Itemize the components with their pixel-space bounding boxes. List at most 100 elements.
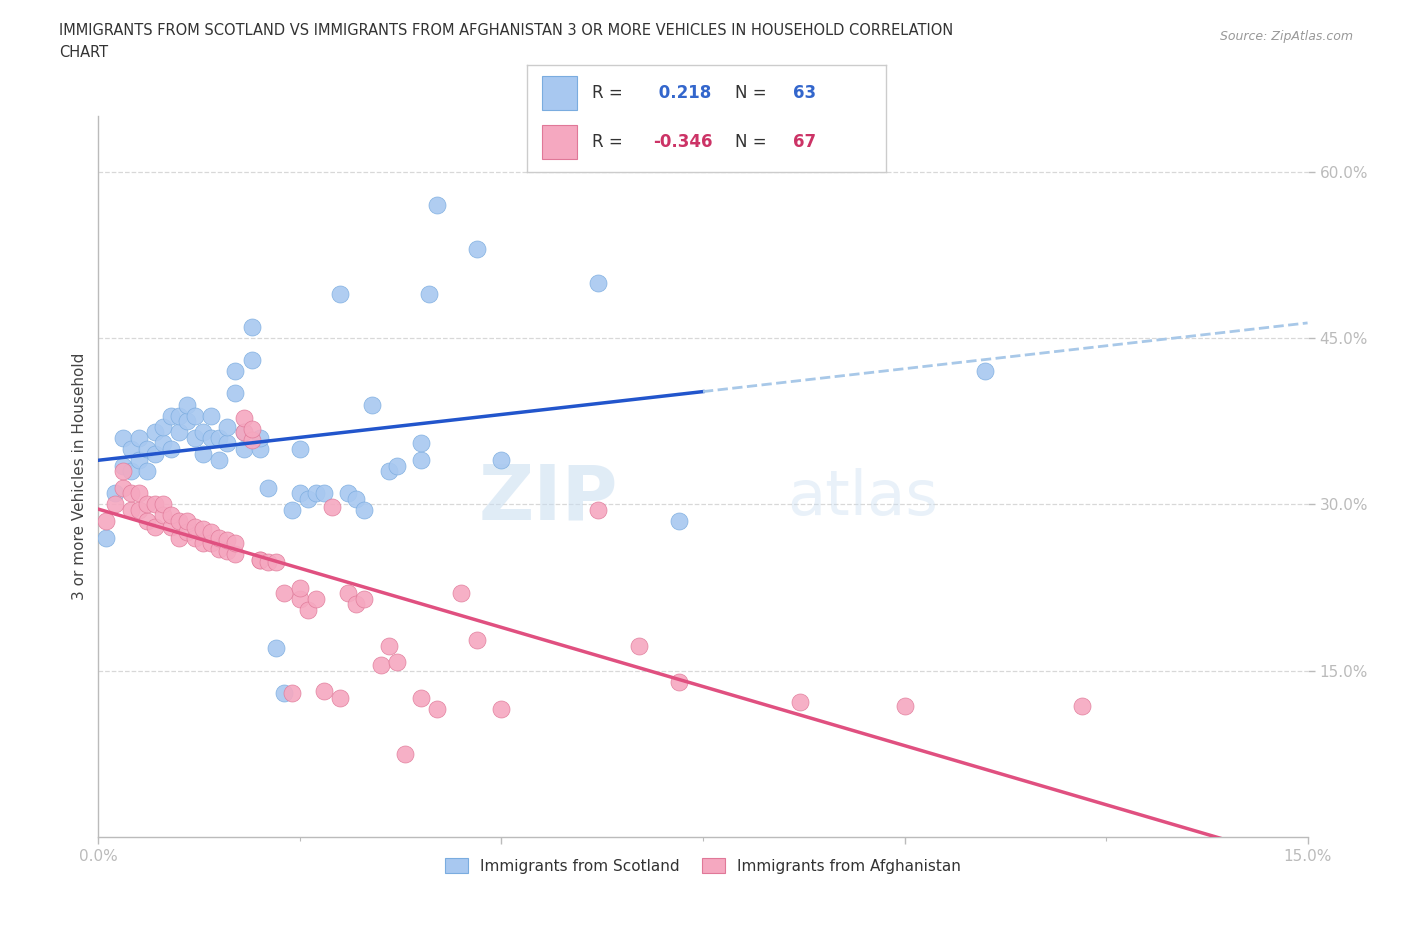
Point <box>264 641 287 656</box>
Text: 63: 63 <box>793 84 815 102</box>
Point <box>586 502 609 517</box>
Point <box>200 408 222 423</box>
Point <box>370 658 392 672</box>
Point <box>586 275 609 290</box>
Text: N =: N = <box>735 84 766 102</box>
Y-axis label: 3 or more Vehicles in Household: 3 or more Vehicles in Household <box>72 353 87 600</box>
Point <box>1070 698 1092 713</box>
Point <box>627 639 650 654</box>
Point <box>120 485 142 500</box>
Point <box>208 453 231 468</box>
Point <box>103 485 125 500</box>
Point <box>184 408 207 423</box>
Point <box>344 597 367 612</box>
Point <box>273 685 295 700</box>
Point <box>184 519 207 534</box>
Point <box>96 530 118 545</box>
Point <box>111 464 134 479</box>
Point <box>120 442 142 457</box>
Point <box>377 639 399 654</box>
Point <box>208 530 231 545</box>
Point <box>288 485 311 500</box>
Point <box>176 397 198 412</box>
Point <box>217 436 239 451</box>
Point <box>128 502 150 517</box>
Point <box>344 491 367 506</box>
Point <box>491 453 513 468</box>
Text: Source: ZipAtlas.com: Source: ZipAtlas.com <box>1219 30 1353 43</box>
Point <box>394 747 416 762</box>
Text: IMMIGRANTS FROM SCOTLAND VS IMMIGRANTS FROM AFGHANISTAN 3 OR MORE VEHICLES IN HO: IMMIGRANTS FROM SCOTLAND VS IMMIGRANTS F… <box>59 23 953 38</box>
Point <box>385 458 408 473</box>
Bar <box>541 125 578 159</box>
Point <box>167 425 190 440</box>
Point <box>281 502 304 517</box>
Text: CHART: CHART <box>59 45 108 60</box>
Point <box>200 536 222 551</box>
Point <box>128 453 150 468</box>
Point <box>128 431 150 445</box>
Point <box>232 442 254 457</box>
Point <box>135 442 157 457</box>
Point <box>409 691 432 706</box>
Point <box>224 547 246 562</box>
Point <box>256 480 278 495</box>
Point <box>143 425 166 440</box>
Point <box>329 286 352 301</box>
Legend: Immigrants from Scotland, Immigrants from Afghanistan: Immigrants from Scotland, Immigrants fro… <box>439 852 967 880</box>
Point <box>426 702 449 717</box>
Point <box>167 530 190 545</box>
Point <box>426 197 449 212</box>
Bar <box>541 76 578 110</box>
Point <box>249 431 271 445</box>
Point <box>249 552 271 567</box>
Point <box>200 525 222 539</box>
Point <box>143 447 166 462</box>
Point <box>789 695 811 710</box>
Point <box>152 508 174 523</box>
Point <box>893 698 915 713</box>
Point <box>491 702 513 717</box>
Text: atlas: atlas <box>787 468 939 528</box>
Point <box>329 691 352 706</box>
Point <box>465 242 488 257</box>
Point <box>249 552 271 567</box>
Point <box>288 591 311 606</box>
Point <box>353 591 375 606</box>
Point <box>208 541 231 556</box>
Point <box>176 414 198 429</box>
Text: N =: N = <box>735 133 766 151</box>
Point <box>96 513 118 528</box>
Point <box>120 464 142 479</box>
Text: 0.218: 0.218 <box>652 84 711 102</box>
Point <box>249 442 271 457</box>
Point <box>305 485 328 500</box>
Point <box>193 522 215 537</box>
Point <box>353 502 375 517</box>
Point <box>224 386 246 401</box>
Point <box>232 425 254 440</box>
Point <box>128 485 150 500</box>
Point <box>297 603 319 618</box>
Point <box>418 286 440 301</box>
Point <box>120 502 142 517</box>
Point <box>273 586 295 601</box>
Point <box>193 425 215 440</box>
Point <box>240 352 263 367</box>
Point <box>167 408 190 423</box>
Point <box>232 425 254 440</box>
Point <box>135 513 157 528</box>
Point <box>224 536 246 551</box>
Point <box>361 397 384 412</box>
Point <box>176 513 198 528</box>
Point <box>321 499 343 514</box>
Point <box>240 432 263 447</box>
Point <box>450 586 472 601</box>
Point <box>193 447 215 462</box>
Point <box>200 431 222 445</box>
Point <box>152 419 174 434</box>
Point <box>193 536 215 551</box>
Point <box>160 408 183 423</box>
Text: ZIP: ZIP <box>479 461 619 536</box>
Point <box>160 508 183 523</box>
